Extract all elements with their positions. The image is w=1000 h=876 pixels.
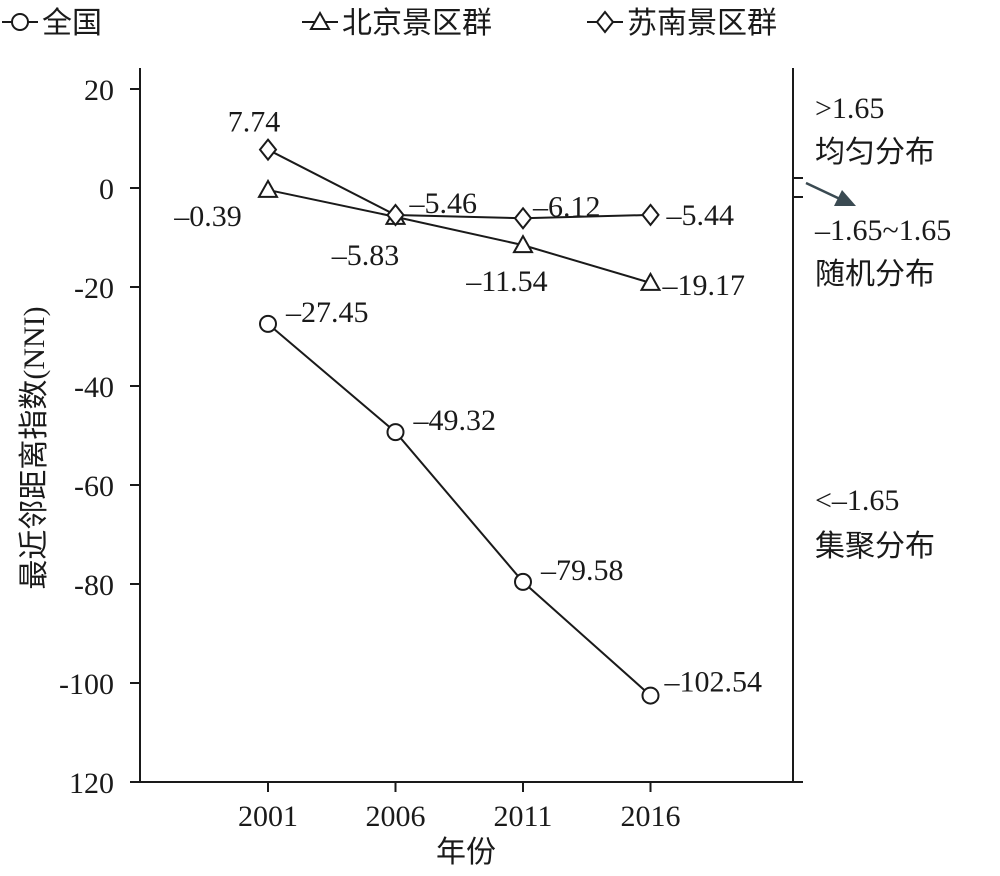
- x-tick-label: 2016: [621, 800, 681, 833]
- series-line-circle: [267, 323, 652, 697]
- random-zone-arrow-shaft: [805, 181, 841, 201]
- data-label-triangle: –0.39: [173, 200, 242, 233]
- legend-label: 北京景区群: [342, 7, 492, 40]
- y-axis-title: 最近邻距离指数(NNI): [18, 306, 51, 589]
- x-tick-label: 2006: [366, 800, 426, 833]
- data-point-triangle: [639, 271, 662, 291]
- zone-random-threshold: –1.65~1.65: [814, 214, 951, 247]
- legend-diamond-icon: [595, 10, 615, 34]
- x-tick-label: 2001: [238, 800, 298, 833]
- data-label-circle: –102.54: [664, 666, 763, 699]
- zone-annotations: >1.65 均匀分布 –1.65~1.65 随机分布 <–1.65 集聚分布: [805, 92, 951, 563]
- legend-circle-icon: [11, 13, 29, 31]
- y-tick-label: 120: [69, 767, 114, 800]
- y-tick-label: 20: [84, 74, 114, 107]
- y-tick-label: -60: [74, 470, 114, 503]
- y-tick-label: -20: [74, 272, 114, 305]
- zone-uniform-label: 均匀分布: [815, 136, 935, 169]
- y-tick-label: 0: [99, 173, 114, 206]
- data-point-circle: [259, 314, 277, 333]
- x-axis-title: 年份: [436, 836, 496, 869]
- zone-cluster-label: 集聚分布: [815, 530, 935, 563]
- series-group: [257, 138, 662, 705]
- data-point-circle: [386, 423, 405, 442]
- y-tick-label: -100: [59, 668, 114, 701]
- data-point-diamond: [386, 203, 405, 227]
- zone-cluster-threshold: <–1.65: [815, 484, 899, 517]
- zone-random-label: 随机分布: [815, 258, 935, 291]
- y-ticks: 20 0 -20 -40 -60 -80 -100 120: [59, 74, 140, 800]
- legend-label: 苏南景区群: [627, 7, 777, 40]
- random-zone-arrow-head-icon: [834, 190, 856, 206]
- data-point-triangle: [512, 234, 534, 254]
- series-line-triangle: [267, 188, 651, 284]
- x-ticks: 2001 2006 2011 2016: [238, 782, 681, 833]
- y-tick-label: -80: [74, 569, 114, 602]
- data-label-triangle: –11.54: [465, 265, 547, 298]
- data-point-triangle: [257, 178, 279, 198]
- y-tick-label: -40: [74, 371, 114, 404]
- legend-triangle-icon: [309, 10, 331, 30]
- data-point-diamond: [258, 138, 278, 162]
- data-label-triangle: –5.83: [331, 239, 400, 272]
- data-label-circle: –27.45: [285, 296, 369, 329]
- legend: 全国 北京景区群 苏南景区群: [2, 7, 777, 40]
- data-point-diamond: [513, 206, 533, 230]
- data-label-triangle: –19.17: [662, 269, 746, 302]
- data-label-diamond: 7.74: [228, 106, 281, 139]
- legend-label: 全国: [42, 7, 102, 40]
- x-tick-label: 2011: [494, 800, 553, 833]
- data-label-circle: –49.32: [413, 404, 497, 437]
- data-point-diamond: [641, 203, 660, 227]
- data-label-circle: –79.58: [540, 554, 624, 587]
- data-label-diamond: –6.12: [532, 190, 601, 223]
- data-label-diamond: –5.46: [409, 187, 478, 220]
- data-point-circle: [514, 572, 532, 591]
- data-label-diamond: –5.44: [666, 199, 735, 232]
- data-labels: –27.45 –49.32 –79.58 –102.54 –0.39 –5.83 –11.5…: [173, 106, 762, 699]
- series-line-diamond: [267, 148, 651, 220]
- zone-uniform-threshold: >1.65: [815, 92, 884, 125]
- data-point-circle: [641, 686, 660, 705]
